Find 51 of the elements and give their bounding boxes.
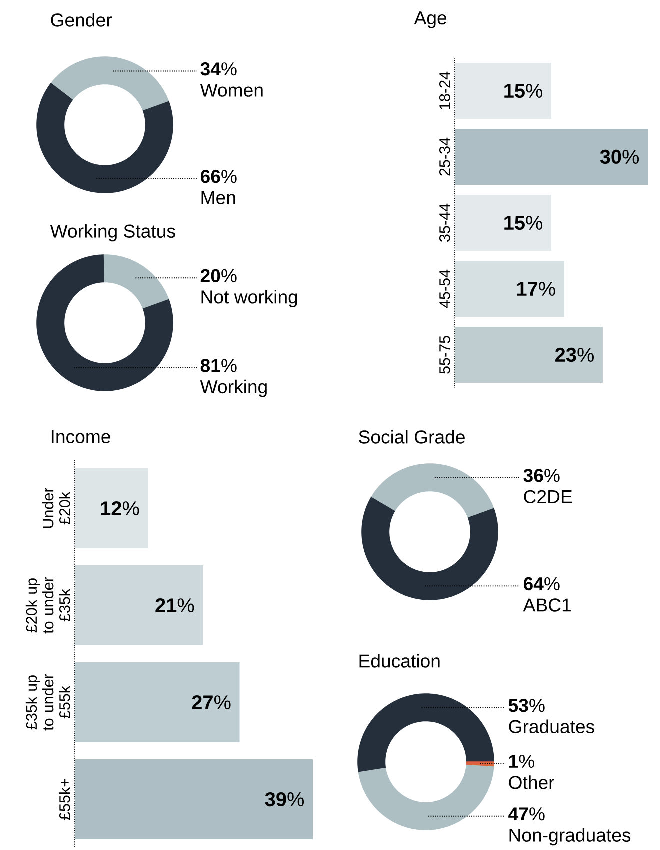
slice-label: Men: [202, 191, 236, 204]
data-label: 15%: [504, 84, 543, 98]
bar: [455, 327, 603, 383]
chart-title: Income: [52, 430, 110, 444]
data-label: 1%: [509, 754, 534, 768]
y-tick-label: £55k+: [59, 779, 70, 820]
data-label: 64%: [524, 577, 560, 591]
bar: [455, 195, 552, 252]
bar: [455, 129, 648, 186]
data-label: 47%: [508, 808, 545, 821]
bar: [75, 662, 240, 743]
y-tick-label: 45-54: [440, 270, 450, 308]
y-tick-label: £20k up to under £35k: [26, 577, 70, 634]
bar: [75, 566, 204, 646]
data-label: 17%: [517, 282, 556, 296]
slice-label: Other: [509, 776, 554, 790]
chart-title: Age: [414, 12, 447, 28]
chart-title: Gender: [51, 13, 112, 27]
y-tick-label: £35k up to under £55k: [26, 674, 70, 731]
data-label: 21%: [156, 598, 194, 613]
data-label: 12%: [101, 501, 140, 516]
data-label: 81%: [200, 359, 237, 372]
data-label: 15%: [504, 216, 543, 230]
data-label: 66%: [200, 170, 237, 184]
slice-label: Women: [200, 84, 263, 97]
slice-label: Non-graduates: [510, 828, 631, 846]
data-label: 27%: [192, 695, 231, 710]
data-label: 23%: [556, 348, 594, 362]
y-tick-label: 35-44: [439, 204, 450, 242]
data-label: 36%: [524, 469, 560, 482]
chart-title: Working Status: [50, 224, 176, 242]
slice-label: C2DE: [524, 490, 572, 504]
y-tick-label: 55-75: [440, 336, 450, 374]
data-label: 39%: [265, 792, 304, 807]
slice-label: Working: [200, 380, 267, 398]
bar: [75, 760, 313, 840]
data-label: 53%: [508, 699, 545, 712]
slice-label: ABC1: [523, 598, 571, 612]
data-label: 20%: [200, 269, 237, 283]
y-tick-label: 18-24: [439, 72, 450, 110]
y-tick-label: 25-34: [439, 138, 450, 176]
chart-title: Social Grade: [359, 430, 465, 444]
bar: [75, 468, 148, 549]
slice-label: Graduates: [509, 720, 594, 734]
y-tick-label: Under £20k: [42, 488, 70, 528]
data-label: 30%: [600, 150, 640, 164]
slice-label: Not working: [202, 290, 298, 308]
chart-title: Education: [360, 654, 440, 668]
bar: [455, 261, 564, 317]
bar: [455, 63, 552, 120]
data-label: 34%: [200, 62, 237, 76]
